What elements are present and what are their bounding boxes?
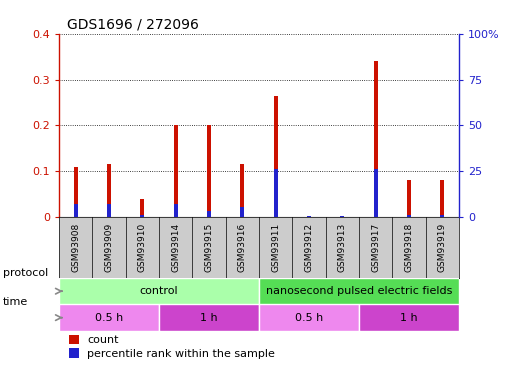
Bar — [341, 216, 344, 217]
Bar — [307, 216, 311, 217]
Bar — [159, 304, 259, 331]
Bar — [359, 304, 459, 331]
Bar — [407, 215, 411, 217]
Text: protocol: protocol — [3, 268, 48, 278]
Bar — [107, 164, 111, 217]
Text: GSM93909: GSM93909 — [105, 223, 113, 272]
Text: GSM93912: GSM93912 — [305, 223, 313, 272]
Text: control: control — [140, 286, 179, 296]
Text: GSM93918: GSM93918 — [405, 223, 413, 272]
Text: GSM93916: GSM93916 — [238, 223, 247, 272]
Bar — [274, 169, 278, 217]
Bar — [141, 214, 144, 217]
Bar — [341, 216, 344, 217]
Text: GSM93911: GSM93911 — [271, 223, 280, 272]
Text: GDS1696 / 272096: GDS1696 / 272096 — [67, 17, 199, 31]
Text: GSM93910: GSM93910 — [138, 223, 147, 272]
Text: GSM93914: GSM93914 — [171, 223, 180, 272]
Bar — [107, 204, 111, 217]
Bar — [307, 216, 311, 217]
Bar — [74, 166, 77, 217]
Text: 1 h: 1 h — [200, 313, 218, 322]
Text: GSM93919: GSM93919 — [438, 223, 447, 272]
Bar — [259, 278, 459, 304]
Bar — [241, 164, 244, 217]
Text: 0.5 h: 0.5 h — [95, 313, 123, 322]
Bar — [59, 278, 259, 304]
Bar — [207, 211, 211, 217]
Bar — [274, 96, 278, 217]
Bar — [259, 304, 359, 331]
Text: nanosecond pulsed electric fields: nanosecond pulsed electric fields — [266, 286, 452, 296]
Bar — [207, 125, 211, 217]
Legend: count, percentile rank within the sample: count, percentile rank within the sample — [69, 334, 275, 359]
Bar — [374, 61, 378, 217]
Text: 0.5 h: 0.5 h — [295, 313, 323, 322]
Bar — [59, 304, 159, 331]
Text: GSM93917: GSM93917 — [371, 223, 380, 272]
Bar — [407, 180, 411, 217]
Bar — [441, 215, 444, 217]
Bar — [74, 204, 77, 217]
Text: GSM93915: GSM93915 — [205, 223, 213, 272]
Text: GSM93908: GSM93908 — [71, 223, 80, 272]
Bar — [441, 180, 444, 217]
Bar — [141, 199, 144, 217]
Text: time: time — [3, 297, 28, 307]
Bar — [174, 204, 177, 217]
Bar — [374, 169, 378, 217]
Text: 1 h: 1 h — [400, 313, 418, 322]
Bar — [174, 125, 177, 217]
Text: GSM93913: GSM93913 — [338, 223, 347, 272]
Bar — [241, 207, 244, 217]
